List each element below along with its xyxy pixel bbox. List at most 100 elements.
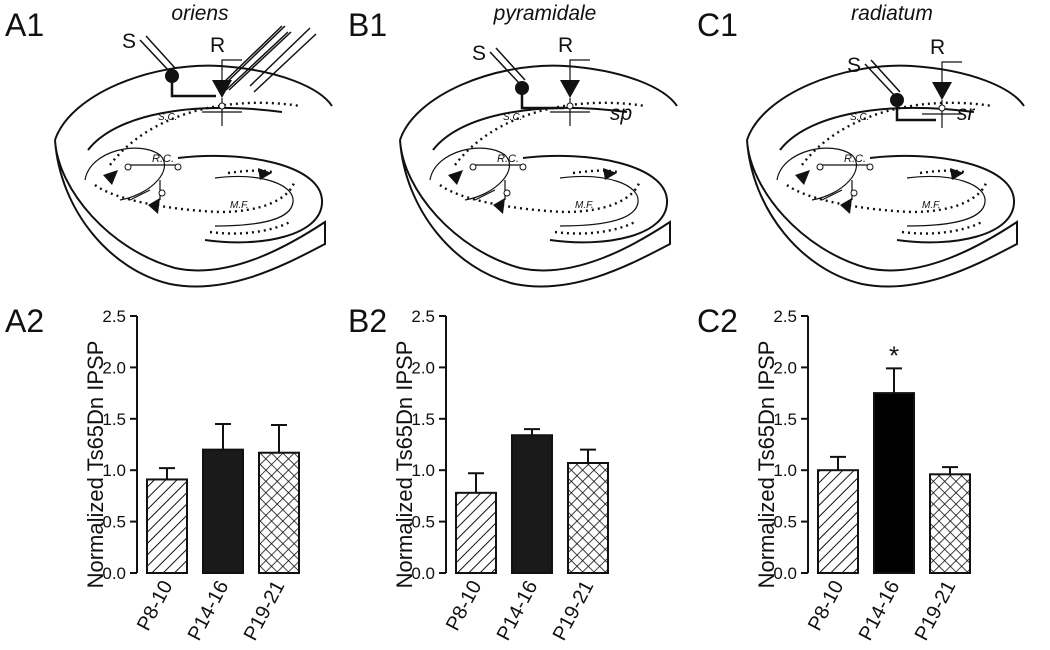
synapse	[218, 102, 226, 110]
mf-label: M.F.	[575, 200, 594, 211]
bar	[511, 434, 553, 574]
bar	[873, 392, 915, 574]
mf-label: M.F.	[230, 200, 249, 211]
panel-label: B2	[348, 303, 387, 339]
error-bar	[468, 472, 484, 493]
hippocampus	[53, 64, 334, 288]
error-bar	[159, 467, 175, 480]
rec-label: R	[210, 34, 225, 57]
hippocampus	[745, 64, 1026, 288]
y-tick-label: 1.0	[102, 461, 126, 480]
axon	[895, 100, 936, 122]
x-tick-label: P8-10	[442, 577, 486, 634]
error-bar	[942, 466, 958, 475]
y-tick-label: 1.5	[102, 410, 126, 429]
stim-label: S	[122, 30, 136, 53]
stim-label: S	[847, 54, 861, 77]
stim-label: S	[472, 42, 486, 65]
bar	[817, 469, 859, 575]
x-tick-label: P14-16	[855, 577, 905, 644]
sc-label: S.C.	[503, 112, 522, 123]
axon	[170, 76, 216, 98]
x-tick-label: P19-21	[240, 577, 290, 644]
electrode	[145, 35, 176, 69]
y-tick-label: 2.0	[411, 358, 435, 377]
y-tick-label: 1.0	[773, 461, 797, 480]
y-tick-label: 1.5	[411, 410, 435, 429]
y-tick-label: 0.0	[773, 564, 797, 583]
mf-label: M.F.	[922, 200, 941, 211]
x-tick-label: P14-16	[184, 577, 234, 644]
y-tick-label: 2.0	[102, 358, 126, 377]
x-tick-label: P8-10	[133, 577, 177, 634]
y-tick-label: 0.5	[773, 513, 797, 532]
y-tick-label: 0.0	[411, 564, 435, 583]
rec-label: R	[558, 34, 573, 57]
layer-label: sp	[610, 102, 632, 125]
error-bar	[580, 448, 596, 464]
region-label: radiatum	[851, 2, 933, 25]
error-bar	[271, 423, 287, 453]
x-tick-label: P19-21	[549, 577, 599, 644]
bar	[455, 491, 497, 575]
y-axis-title: Normalized Ts65Dn IPSP	[392, 341, 417, 589]
panel-label: C2	[697, 303, 738, 339]
annotation: *	[889, 340, 899, 370]
x-tick-label: P19-21	[911, 577, 961, 644]
bar	[202, 448, 244, 575]
electrode	[864, 63, 896, 97]
electrode	[221, 25, 283, 85]
y-tick-label: 0.5	[102, 513, 126, 532]
neuron	[932, 82, 952, 100]
panel-label: A2	[5, 303, 44, 339]
neuron	[560, 80, 580, 98]
panel-label: B1	[348, 7, 387, 43]
electrode	[139, 39, 171, 73]
electrode	[225, 31, 289, 91]
y-tick-label: 1.0	[411, 461, 435, 480]
bar	[258, 451, 300, 574]
electrode	[253, 33, 317, 93]
y-tick-label: 1.5	[773, 410, 797, 429]
rc-label: R.C.	[497, 153, 519, 165]
sc-label: S.C.	[850, 112, 869, 123]
bar	[929, 473, 971, 575]
neuron	[212, 80, 232, 98]
region-label: oriens	[171, 2, 229, 25]
synapse	[938, 104, 946, 112]
rec-label: R	[930, 36, 945, 59]
synapse	[566, 102, 574, 110]
bar	[567, 462, 609, 574]
electrode	[228, 31, 292, 91]
y-tick-label: 2.0	[773, 358, 797, 377]
x-tick-label: P8-10	[804, 577, 848, 634]
hippocampus	[398, 64, 679, 288]
error-bar	[886, 367, 902, 394]
layer-label: sr	[957, 102, 976, 125]
y-tick-label: 0.5	[411, 513, 435, 532]
region-label: pyramidale	[493, 2, 597, 25]
electrode	[249, 27, 311, 87]
panel-label: A1	[5, 7, 44, 43]
electrode	[870, 59, 901, 93]
sc-label: S.C.	[158, 112, 177, 123]
electrode	[224, 25, 286, 85]
electrode	[489, 51, 521, 85]
y-tick-label: 2.5	[773, 307, 797, 326]
axon	[520, 88, 564, 110]
electrode	[495, 47, 526, 81]
bar	[146, 478, 188, 574]
y-tick-label: 2.5	[411, 307, 435, 326]
error-bar	[524, 428, 540, 436]
rc-label: R.C.	[152, 153, 174, 165]
y-tick-label: 2.5	[102, 307, 126, 326]
error-bar	[830, 455, 846, 471]
y-axis-title: Normalized Ts65Dn IPSP	[83, 341, 108, 589]
error-bar	[215, 422, 231, 450]
rc-label: R.C.	[844, 153, 866, 165]
y-axis-title: Normalized Ts65Dn IPSP	[754, 341, 779, 589]
y-tick-label: 0.0	[102, 564, 126, 583]
panel-label: C1	[697, 7, 738, 43]
x-tick-label: P14-16	[493, 577, 543, 644]
